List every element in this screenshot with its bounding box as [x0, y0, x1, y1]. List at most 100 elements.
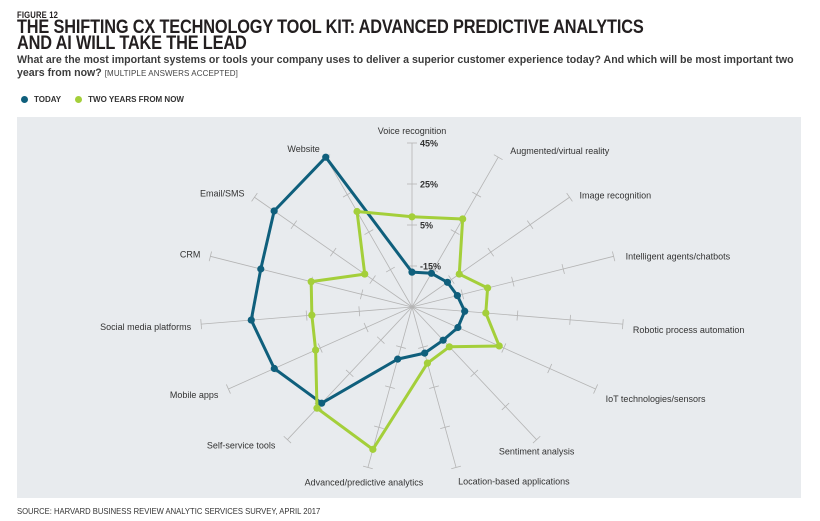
data-point-today: [247, 316, 255, 324]
data-point-today: [427, 269, 436, 277]
data-point-two-years: [361, 270, 369, 278]
data-point-two-years: [482, 309, 490, 317]
axis-tick: [200, 319, 202, 330]
data-point-today: [270, 207, 278, 215]
axis-tick: [385, 266, 395, 273]
axis-tick: [225, 384, 231, 394]
axis-tick: [359, 289, 364, 300]
axis-label: Voice recognition: [378, 126, 447, 136]
tick-label: 25%: [420, 180, 438, 190]
axis-tick: [472, 191, 482, 198]
data-point-today: [318, 399, 326, 407]
axis-tick: [501, 402, 510, 411]
axis-label: Augmented/virtual reality: [510, 146, 610, 156]
axis-tick: [345, 369, 354, 378]
data-point-two-years: [313, 404, 321, 412]
axis-tick: [283, 435, 292, 444]
data-point-two-years: [307, 278, 315, 286]
data-point-today: [270, 364, 278, 373]
axis-label: IoT technologies/sensors: [606, 394, 706, 404]
data-point-today: [408, 268, 416, 276]
axis-tick: [448, 275, 455, 284]
chart-title: THE SHIFTING CX TECHNOLOGY TOOL KIT: ADV…: [17, 17, 644, 54]
data-point-two-years: [369, 445, 377, 453]
axis-label: Intelligent agents/chatbots: [626, 251, 731, 261]
axis-tick: [460, 289, 465, 300]
axis-tick: [305, 310, 308, 321]
subtitle-question: What are the most important systems or t…: [17, 54, 794, 79]
axis-tick: [358, 306, 361, 317]
axis-label: Email/SMS: [200, 188, 245, 198]
axis-tick: [501, 343, 507, 353]
axis-tick: [561, 264, 565, 274]
axis-tick: [317, 343, 323, 353]
axis-tick: [451, 465, 462, 470]
axis-label: Advanced/predictive analytics: [305, 477, 424, 487]
axis-labels: Voice recognition Augmented/virtual reali…: [100, 126, 744, 487]
source-note: SOURCE: HARVARD BUSINESS REVIEW ANALYTIC…: [17, 506, 321, 516]
data-point-today: [443, 278, 452, 286]
radial-tick-labels: -15% 5% 25% 45%: [420, 139, 441, 272]
data-point-two-years: [408, 213, 416, 221]
data-point-two-years: [445, 343, 453, 351]
data-point-two-years: [495, 342, 503, 350]
radar-series: [247, 153, 503, 453]
legend-item-two-years: TWO YEARS FROM NOW: [75, 95, 184, 104]
data-point-two-years: [308, 311, 316, 319]
axis-tick: [385, 385, 395, 389]
axis-tick: [569, 314, 571, 325]
data-point-today: [322, 153, 330, 161]
axis-label: Location-based applications: [458, 476, 570, 486]
axis-label: Image recognition: [580, 190, 652, 200]
axis-tick: [593, 384, 599, 394]
axis-tick: [547, 363, 553, 374]
axis-label: Social media platforms: [100, 322, 192, 332]
figure-label: FIGURE 12: [17, 10, 59, 20]
axis-tick: [376, 336, 385, 344]
axis-tick: [251, 192, 258, 202]
axis-tick: [532, 435, 541, 444]
tick-label: 45%: [420, 139, 438, 149]
axis-tick: [208, 251, 212, 262]
axis-tick: [429, 385, 439, 389]
axis-tick: [526, 220, 534, 230]
legend-label-two-years: TWO YEARS FROM NOW: [88, 95, 184, 104]
legend-swatch-two-years: [75, 96, 83, 103]
axis-tick: [369, 275, 376, 284]
chart-subtitle: What are the most important systems or t…: [17, 54, 807, 80]
axis-label: Self-service tools: [207, 441, 276, 451]
data-point-today: [461, 307, 469, 315]
data-point-today: [454, 323, 462, 332]
data-point-two-years: [353, 207, 361, 216]
axis-tick: [290, 220, 298, 230]
axis-tick: [470, 369, 479, 378]
axis-tick: [429, 266, 439, 273]
legend: TODAY TWO YEARS FROM NOW: [21, 95, 198, 104]
tick-label: 5%: [420, 221, 433, 231]
data-point-two-years: [455, 270, 463, 278]
data-point-today: [257, 265, 265, 273]
axis-tick: [487, 247, 494, 257]
legend-swatch-today: [21, 96, 28, 103]
axis-tick: [566, 192, 573, 202]
axis-tick: [511, 276, 515, 287]
axis-tick: [418, 345, 428, 349]
data-point-today: [394, 355, 402, 363]
axis-tick: [363, 322, 369, 333]
axis-tick: [440, 425, 450, 430]
legend-label-today: TODAY: [34, 95, 62, 104]
axis-tick: [396, 345, 406, 349]
data-point-today: [421, 349, 429, 357]
axis-tick: [450, 229, 460, 235]
axis-tick: [612, 251, 616, 262]
axis-tick: [342, 191, 352, 198]
data-point-today: [453, 291, 461, 300]
data-point-two-years: [459, 215, 467, 223]
subtitle-note: [MULTIPLE ANSWERS ACCEPTED]: [104, 69, 238, 78]
axis-tick: [330, 247, 337, 257]
data-point-two-years: [423, 359, 432, 367]
axis-label: Mobile apps: [170, 390, 219, 400]
data-point-two-years: [312, 346, 320, 354]
axis-label: Sentiment analysis: [499, 447, 575, 457]
